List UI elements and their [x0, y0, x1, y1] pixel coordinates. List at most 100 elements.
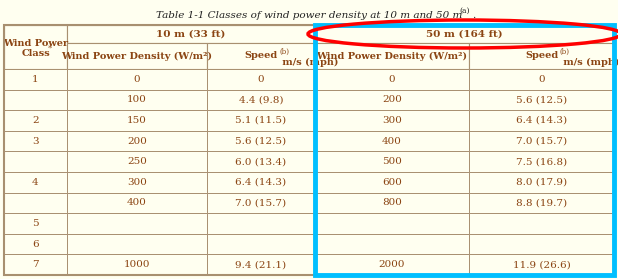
Text: 400: 400 [382, 137, 402, 146]
Bar [207, 172, 315, 193]
Bar [207, 213, 315, 234]
Bar [469, 172, 614, 193]
Text: 1: 1 [32, 75, 39, 84]
Text: 6.0 (13.4): 6.0 (13.4) [235, 157, 287, 166]
Bar [4, 151, 67, 172]
Text: 200: 200 [382, 95, 402, 104]
Bar [207, 193, 315, 213]
Text: Table 1-1 Classes of wind power density at 10 m and 50 m: Table 1-1 Classes of wind power density … [156, 11, 462, 20]
Text: 7.0 (15.7): 7.0 (15.7) [516, 137, 567, 146]
Text: Speed: Speed [244, 52, 277, 61]
Bar [469, 213, 614, 234]
Text: 8.0 (17.9): 8.0 (17.9) [516, 178, 567, 187]
Bar [469, 193, 614, 213]
Text: 6: 6 [32, 240, 39, 249]
Bar [4, 234, 67, 254]
Bar [315, 193, 469, 213]
Bar [67, 213, 207, 234]
Text: Wind Power Density (W/m²): Wind Power Density (W/m²) [316, 51, 467, 61]
Text: 0: 0 [389, 75, 396, 84]
Text: 250: 250 [127, 157, 147, 166]
Bar [207, 234, 315, 254]
Text: 5.6 (12.5): 5.6 (12.5) [516, 95, 567, 104]
Text: 400: 400 [127, 198, 147, 207]
Bar [67, 43, 207, 69]
Bar [67, 25, 315, 43]
Bar [67, 234, 207, 254]
Bar [67, 90, 207, 110]
Bar [315, 43, 469, 69]
Bar [469, 69, 614, 90]
Bar [315, 234, 469, 254]
Text: 5.1 (11.5): 5.1 (11.5) [235, 116, 287, 125]
Bar [4, 25, 67, 69]
Bar [315, 213, 469, 234]
Bar [207, 69, 315, 90]
Text: 7: 7 [32, 260, 39, 269]
Bar [4, 25, 614, 275]
Text: Wind Power Density (W/m²): Wind Power Density (W/m²) [62, 51, 213, 61]
Text: 1000: 1000 [124, 260, 150, 269]
Bar [469, 43, 614, 69]
Bar [4, 69, 67, 90]
Bar [469, 110, 614, 131]
Text: 3: 3 [32, 137, 39, 146]
Text: (b): (b) [559, 48, 570, 56]
Text: 2000: 2000 [379, 260, 405, 269]
Bar [4, 172, 67, 193]
Text: 300: 300 [382, 116, 402, 125]
Text: 11.9 (26.6): 11.9 (26.6) [512, 260, 570, 269]
Bar [67, 151, 207, 172]
Bar [67, 172, 207, 193]
Text: 4.4 (9.8): 4.4 (9.8) [239, 95, 283, 104]
Bar [4, 213, 67, 234]
Text: 100: 100 [127, 95, 147, 104]
Bar [207, 254, 315, 275]
Bar [469, 234, 614, 254]
Text: Speed: Speed [525, 52, 558, 61]
Bar [315, 131, 469, 151]
Text: 800: 800 [382, 198, 402, 207]
Text: *: * [48, 45, 52, 53]
Text: .: . [472, 11, 475, 20]
Bar [207, 151, 315, 172]
Bar [67, 131, 207, 151]
Text: 0: 0 [258, 75, 265, 84]
Text: 4: 4 [32, 178, 39, 187]
Bar [207, 110, 315, 131]
Text: 0: 0 [538, 75, 545, 84]
Bar [4, 254, 67, 275]
Text: 6.4 (14.3): 6.4 (14.3) [235, 178, 287, 187]
Text: 300: 300 [127, 178, 147, 187]
Text: 9.4 (21.1): 9.4 (21.1) [235, 260, 287, 269]
Text: 500: 500 [382, 157, 402, 166]
Bar [67, 254, 207, 275]
Bar [469, 131, 614, 151]
Bar [4, 193, 67, 213]
Text: Wind Power: Wind Power [3, 39, 68, 47]
Bar [67, 69, 207, 90]
Bar [207, 131, 315, 151]
Bar [469, 90, 614, 110]
Bar [315, 172, 469, 193]
Bar [67, 193, 207, 213]
Bar [469, 151, 614, 172]
Bar [4, 90, 67, 110]
Text: 10 m (33 ft): 10 m (33 ft) [156, 30, 226, 39]
Text: 2: 2 [32, 116, 39, 125]
Text: Class: Class [21, 49, 50, 57]
Text: (b): (b) [279, 48, 289, 56]
Text: 7.5 (16.8): 7.5 (16.8) [516, 157, 567, 166]
Bar [469, 254, 614, 275]
Bar [207, 43, 315, 69]
Text: (a): (a) [459, 7, 470, 15]
Bar [315, 151, 469, 172]
Bar [315, 90, 469, 110]
Text: 0: 0 [133, 75, 140, 84]
Text: m/s (mph): m/s (mph) [279, 57, 339, 67]
Text: 7.0 (15.7): 7.0 (15.7) [235, 198, 287, 207]
Bar [4, 110, 67, 131]
Bar [315, 254, 469, 275]
Text: 200: 200 [127, 137, 147, 146]
Text: 8.8 (19.7): 8.8 (19.7) [516, 198, 567, 207]
